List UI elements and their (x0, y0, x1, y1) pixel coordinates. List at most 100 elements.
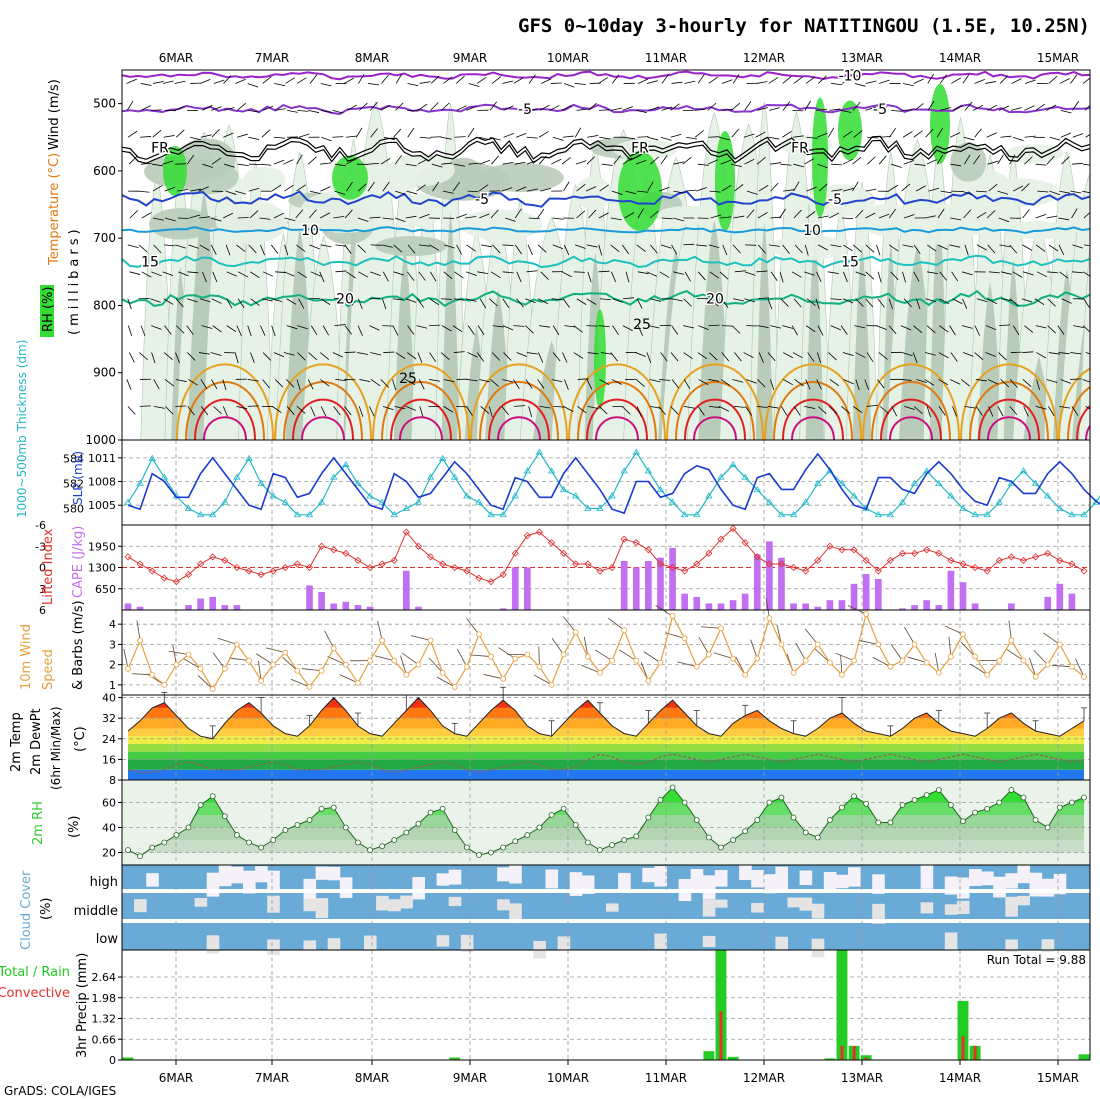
wind-barb (320, 244, 332, 248)
wind-barb (1048, 406, 1055, 417)
cloud-cell-high (497, 867, 510, 882)
wind-barb (286, 325, 298, 330)
temperature-band (128, 769, 1084, 780)
wind-barb (1058, 244, 1065, 256)
wind-barb (962, 352, 974, 357)
wind-barb (127, 130, 138, 138)
wind-barb (1048, 244, 1059, 252)
wind-barb (842, 352, 854, 356)
slp-tick-label: 1005 (88, 499, 116, 512)
rh2m-point (258, 844, 265, 851)
rh2m-point (330, 804, 337, 811)
wind-barb (865, 244, 875, 253)
rh2m-point (512, 838, 519, 845)
wind-barb (1036, 271, 1048, 278)
wind-barb (576, 184, 586, 192)
wind10m-point (246, 657, 252, 664)
thickness-point (765, 498, 774, 505)
wind-barb (976, 406, 983, 416)
wind10m-point (1056, 641, 1063, 648)
wind10m-point (548, 681, 555, 688)
wind10m-point (342, 661, 349, 668)
wind-barb (805, 76, 816, 84)
isotherm-label: 15 (841, 255, 859, 271)
cape-bar (826, 600, 834, 610)
warm-loop (292, 398, 354, 440)
wind-barb (210, 352, 222, 356)
wind10m-point (597, 669, 603, 676)
wind-barb (247, 325, 252, 337)
wind-barb (928, 187, 940, 192)
wind-barb (888, 244, 899, 252)
wind-barb (407, 83, 419, 87)
wind-barb (573, 325, 583, 333)
wind-barb (186, 325, 194, 335)
wind-barb (926, 271, 938, 275)
temperature-bands (128, 697, 1084, 780)
wind-barb (247, 379, 259, 382)
wind-barb (624, 136, 636, 140)
wind-barb (407, 271, 415, 281)
wind-barb (734, 270, 746, 273)
wind-barb (552, 352, 561, 362)
wind-barb (952, 105, 963, 111)
wind-barb (359, 379, 371, 382)
wind-barb (333, 297, 345, 300)
slp-grid (122, 440, 1090, 525)
cloud-cell-high (230, 866, 244, 884)
wind-barb (744, 271, 756, 276)
wind-barb (903, 160, 915, 165)
wind-barb (587, 271, 592, 283)
lifted-index-point (790, 563, 798, 572)
wind-barb (441, 102, 450, 111)
wind-barb (165, 406, 174, 415)
cloud-cell-high (1005, 873, 1018, 889)
thickness-point (438, 454, 447, 461)
wind-barb (635, 352, 646, 357)
rh2m-point (306, 817, 313, 823)
wind-barb (198, 186, 209, 192)
wind-barb (962, 298, 968, 309)
rh2m-point (972, 809, 978, 816)
lifted-index-point (475, 574, 483, 582)
wind-barb (515, 133, 527, 138)
warm-loop (960, 363, 1058, 440)
wind-barb (573, 352, 584, 359)
wind-barb (513, 325, 525, 327)
wind-barb (683, 298, 692, 307)
wind10m-barbs (123, 598, 1085, 690)
wind-barb (939, 325, 949, 333)
wind-barb (831, 163, 843, 166)
cape-bar (838, 600, 846, 610)
wind10m-line (127, 612, 1085, 691)
cape-bar (124, 603, 132, 610)
wind-barb (561, 271, 572, 278)
wind-barb (586, 244, 598, 248)
wind-barb (516, 271, 522, 283)
lifted-index-point (197, 560, 205, 568)
wind-barb (538, 352, 544, 363)
wind-barb (394, 217, 406, 223)
wind-barb (865, 80, 877, 84)
wind-barb (226, 325, 237, 332)
rh2m-point (657, 797, 664, 803)
wind-barb (720, 159, 731, 165)
wind-barb (637, 190, 649, 193)
lifted-index-point (402, 528, 410, 536)
wind-barb (343, 77, 354, 84)
wind-barb (1058, 217, 1070, 221)
wind-barb (816, 352, 822, 364)
precip-convective-bar (852, 1045, 856, 1060)
wind-barb (1022, 244, 1033, 251)
warm-loop (470, 363, 568, 440)
cloud-cell-high (206, 872, 220, 897)
wind-barb (553, 405, 565, 408)
axis-tick-label: 2.64 (92, 971, 117, 984)
cape-tick-label: 1950 (88, 540, 116, 553)
wind-barb (793, 209, 802, 219)
wind-barb (612, 325, 619, 336)
wind-barb (443, 406, 454, 413)
wind-barb (141, 212, 152, 219)
pressure-tick-label: 500 (93, 97, 116, 111)
